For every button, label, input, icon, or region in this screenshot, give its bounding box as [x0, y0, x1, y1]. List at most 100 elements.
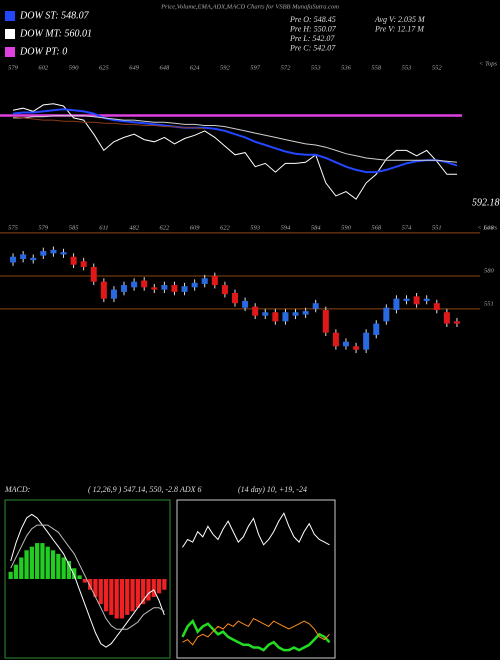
x-tick-label: 553 — [402, 64, 413, 71]
candle-body — [171, 285, 178, 292]
candle-body — [272, 312, 279, 322]
histogram-bar — [103, 579, 109, 612]
candle-body — [201, 278, 208, 284]
histogram-bar — [135, 579, 140, 608]
x-tick-label: 584 — [311, 224, 322, 231]
candle-body — [30, 257, 37, 261]
legend-swatch — [5, 29, 15, 39]
candle-body — [443, 312, 450, 324]
candle-body — [40, 251, 47, 256]
candle-body — [413, 296, 420, 305]
candle-body — [322, 310, 329, 333]
x-tick-label: 622 — [160, 224, 171, 231]
candle-body — [433, 303, 440, 310]
candle-body — [353, 346, 360, 350]
histogram-bar — [29, 546, 34, 579]
legend-swatch — [5, 11, 15, 21]
adx-line — [182, 512, 330, 548]
candle-body — [131, 281, 138, 288]
histogram-bar — [119, 579, 125, 619]
y-tick-label: 618 — [484, 224, 495, 231]
histogram-bar — [98, 579, 103, 605]
histogram-bar — [72, 568, 77, 579]
x-tick-label: 593 — [250, 224, 261, 231]
candle-body — [50, 249, 57, 254]
histogram-bar — [88, 579, 93, 590]
histogram-bar — [146, 579, 151, 601]
candle-body — [312, 303, 319, 309]
side-label: < Lows — [477, 224, 497, 231]
candle-body — [20, 254, 27, 259]
histogram-bar — [125, 579, 130, 615]
x-tick-label: 558 — [371, 64, 382, 71]
stat-label: Pre L: 542.07 — [289, 34, 335, 43]
x-tick-label: 579 — [38, 224, 49, 231]
candle-body — [121, 285, 128, 292]
legend-swatch — [5, 47, 15, 57]
side-label: < Tops — [479, 60, 498, 67]
x-tick-label: 575 — [8, 224, 19, 231]
candle-body — [141, 280, 148, 288]
candle-body — [151, 287, 158, 290]
histogram-bar — [93, 579, 98, 597]
x-tick-label: 574 — [402, 224, 413, 231]
x-tick-label: 482 — [129, 224, 140, 231]
histogram-bar — [141, 579, 146, 605]
x-tick-label: 579 — [8, 64, 19, 71]
x-tick-label: 609 — [190, 224, 201, 231]
y-tick-label: 580 — [484, 267, 495, 274]
x-tick-label: 597 — [250, 64, 261, 71]
histogram-bar — [8, 571, 13, 579]
candle-body — [262, 312, 269, 316]
x-tick-label: 590 — [341, 224, 352, 231]
x-tick-label: 592 — [220, 64, 231, 71]
candle-body — [342, 341, 349, 347]
x-tick-label: 568 — [371, 224, 382, 231]
x-tick-label: 536 — [341, 64, 352, 71]
macd-line — [10, 524, 165, 630]
stat-label: Pre H: 550.07 — [289, 24, 337, 33]
candle-body — [232, 293, 238, 304]
panel-subtitle: ( 12,26,9 ) 547.14, 550, -2.8 — [88, 485, 178, 494]
panel-frame — [176, 499, 336, 659]
histogram-bar — [50, 550, 56, 579]
candle-body — [110, 289, 117, 299]
candle-body — [332, 332, 339, 347]
page-title: Price,Volume,EMA,ADX,MACD Charts for VSB… — [160, 3, 339, 10]
legend-label: DOW PT: 0 — [19, 46, 67, 57]
candle-body — [221, 285, 228, 295]
candle-body — [403, 298, 410, 301]
x-tick-label: 572 — [281, 64, 292, 71]
candle-body — [181, 286, 188, 292]
candle-body — [302, 311, 309, 315]
y-tick-label: 551 — [484, 300, 494, 307]
candle-body — [423, 298, 430, 301]
x-tick-label: 625 — [99, 64, 110, 71]
histogram-bar — [156, 579, 162, 594]
x-tick-label: 552 — [432, 64, 443, 71]
x-tick-label: 585 — [69, 224, 80, 231]
candle-body — [161, 285, 168, 290]
adx-line — [181, 618, 331, 652]
candle-body — [242, 300, 249, 308]
legend-label: DOW ST: 548.07 — [19, 10, 90, 21]
x-tick-label: 648 — [160, 64, 171, 71]
candle-body — [282, 312, 289, 322]
stat-label: Pre O: 548.45 — [289, 15, 336, 24]
price-line — [12, 108, 458, 174]
histogram-bar — [82, 579, 87, 583]
histogram-bar — [109, 579, 114, 615]
candle-body — [211, 276, 218, 286]
histogram-bar — [45, 546, 50, 579]
candle-body — [453, 321, 460, 324]
x-tick-label: 594 — [281, 224, 292, 231]
x-tick-label: 590 — [69, 64, 80, 71]
histogram-bar — [61, 557, 66, 579]
reference-label: 592.18 — [472, 197, 500, 208]
candle-body — [60, 252, 67, 255]
x-tick-label: 622 — [220, 224, 231, 231]
x-tick-label: 602 — [38, 64, 49, 71]
candle-body — [383, 307, 390, 322]
candle-body — [393, 298, 400, 310]
